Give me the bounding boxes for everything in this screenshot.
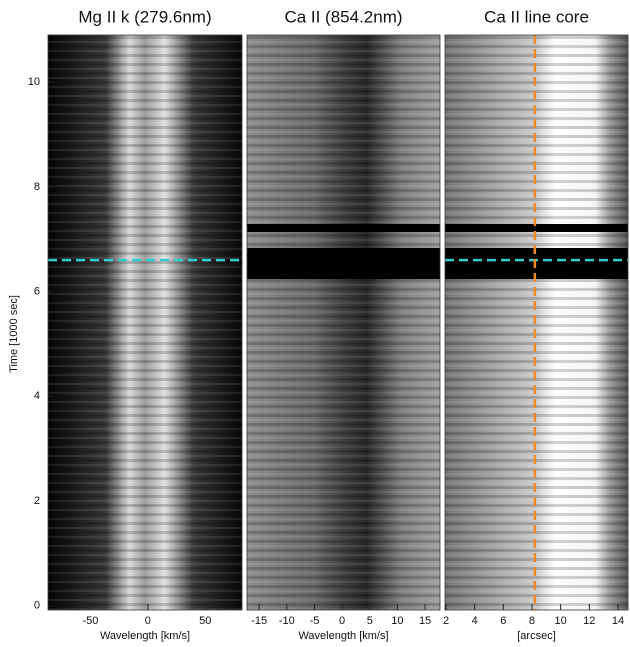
y-tick-label: 8 [34,181,40,193]
x-tick-label: 6 [500,615,506,627]
y-tick-label: 2 [34,495,40,507]
x-tick-label: 12 [583,615,595,627]
y-tick-label: 6 [34,286,40,298]
data-gap [247,248,440,279]
y-tick-label: 4 [34,390,40,402]
data-gap [445,248,628,279]
x-tick-label: 10 [391,615,403,627]
image-texture [48,35,242,610]
x-tick-label: 8 [529,615,535,627]
image-texture [445,35,628,610]
x-tick-label: 5 [367,615,373,627]
x-axis-label: Wavelength [km/s] [298,630,388,642]
panel-frame [47,34,243,611]
x-tick-label: -50 [83,615,99,627]
panel-title: Ca II line core [484,7,589,26]
x-tick-label: 15 [419,615,431,627]
panel-title: Ca II (854.2nm) [284,7,402,26]
y-axis-label: Time [1000 sec] [8,295,20,373]
x-tick-label: 10 [555,615,567,627]
panel-title: Mg II k (279.6nm) [78,7,211,26]
x-tick-label: 2 [443,615,449,627]
image-texture [247,35,440,610]
x-tick-label: 0 [145,615,151,627]
x-tick-label: -15 [251,615,267,627]
y-tick-label: 10 [28,76,40,88]
x-tick-label: 0 [339,615,345,627]
x-tick-label: 14 [612,615,624,627]
data-gap [247,224,440,232]
x-axis-label: [arcsec] [517,630,556,642]
panel-frame [444,34,629,611]
x-tick-label: -10 [279,615,295,627]
x-tick-label: 4 [472,615,478,627]
x-axis-label: Wavelength [km/s] [100,630,190,642]
x-tick-label: -5 [310,615,320,627]
x-tick-label: 50 [199,615,211,627]
y-tick-label: 0 [34,600,40,612]
data-gap [445,224,628,232]
panel-frame [246,34,441,611]
